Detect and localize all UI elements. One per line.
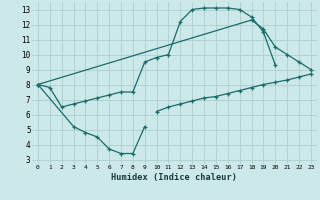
X-axis label: Humidex (Indice chaleur): Humidex (Indice chaleur) bbox=[111, 173, 237, 182]
